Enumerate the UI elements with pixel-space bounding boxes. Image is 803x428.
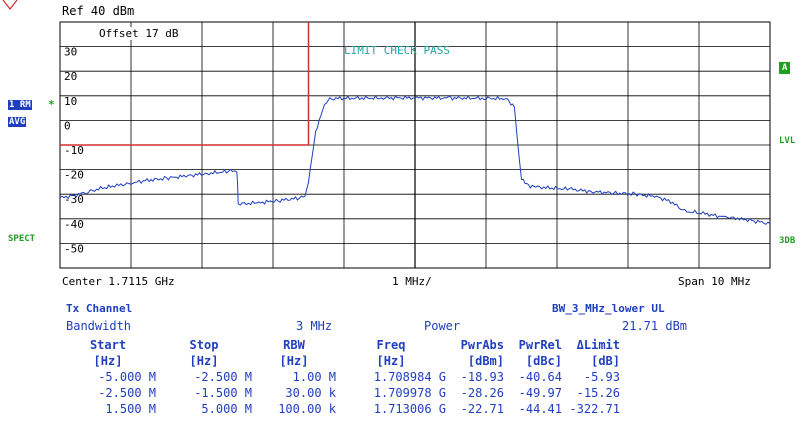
marker-icon bbox=[2, 0, 18, 10]
3db-label: 3DB bbox=[779, 236, 796, 246]
table-row: -5.000 M -2.500 M 1.00 M 1.708984 G -18.… bbox=[60, 369, 620, 385]
spect-label: SPECT bbox=[8, 234, 36, 244]
unit-label: [Hz] bbox=[279, 354, 309, 368]
y-tick-label: 10 bbox=[64, 95, 77, 108]
table-cell: -322.71 bbox=[569, 402, 620, 416]
table-cell: -44.41 bbox=[518, 402, 562, 416]
table-cell: 1.500 M bbox=[105, 402, 156, 416]
center-frequency: Center 1.7115 GHz bbox=[62, 275, 175, 288]
trace-star: * bbox=[48, 98, 55, 111]
column-header: Start bbox=[89, 338, 127, 352]
table-cell: 100.00 k bbox=[278, 402, 336, 416]
table-cell: 1.00 M bbox=[292, 370, 336, 384]
power-value: 21.71 dBm bbox=[622, 319, 688, 333]
offset-label: Offset 17 dB bbox=[97, 27, 181, 40]
limit-check-status: LIMIT CHECK PASS bbox=[344, 44, 450, 57]
y-tick-label: -50 bbox=[64, 242, 84, 255]
spectrum-plot: 30 20 10 0 -10 -20 -30 -40 -50 bbox=[59, 21, 771, 269]
table-units-row: [Hz] [Hz] [Hz] [Hz] [dBm] [dBc] [dB] bbox=[60, 353, 620, 369]
table-cell: -22.71 bbox=[460, 402, 504, 416]
lvl-label: LVL bbox=[779, 136, 796, 146]
trace-a-badge: A bbox=[779, 62, 791, 74]
column-header: Stop bbox=[189, 338, 219, 352]
table-cell: 1.713006 G bbox=[373, 402, 446, 416]
bandwidth-value: 3 MHz bbox=[296, 319, 333, 333]
bandwidth-label: Bandwidth bbox=[66, 319, 132, 333]
limit-line bbox=[60, 22, 310, 146]
standard-name: BW_3_MHz_lower UL bbox=[552, 302, 665, 315]
frequency-per-division: 1 MHz/ bbox=[392, 275, 432, 288]
y-tick-label: 20 bbox=[64, 70, 77, 83]
column-header: RBW bbox=[283, 338, 305, 352]
span: Span 10 MHz bbox=[678, 275, 751, 288]
table-cell: -2.500 M bbox=[98, 386, 156, 400]
power-label: Power bbox=[424, 319, 461, 333]
unit-label: [Hz] bbox=[189, 354, 219, 368]
y-tick-label: -40 bbox=[64, 218, 84, 231]
column-header: PwrRel bbox=[518, 338, 562, 352]
unit-label: [Hz] bbox=[376, 354, 406, 368]
column-header: PwrAbs bbox=[460, 338, 504, 352]
table-cell: -5.000 M bbox=[98, 370, 156, 384]
table-cell: -2.500 M bbox=[194, 370, 252, 384]
ref-level: Ref 40 dBm bbox=[62, 4, 135, 18]
trace-line bbox=[59, 95, 771, 225]
y-tick-label: -30 bbox=[64, 193, 84, 206]
table-header-row: Start Stop RBW Freq PwrAbs PwrRel ΔLimit bbox=[60, 337, 620, 353]
table-cell: -18.93 bbox=[460, 370, 504, 384]
y-tick-label: 30 bbox=[64, 46, 77, 59]
table-cell: 1.709978 G bbox=[373, 386, 446, 400]
unit-label: [dBm] bbox=[467, 354, 504, 368]
table-cell: -5.93 bbox=[583, 370, 620, 384]
table-cell: 5.000 M bbox=[201, 402, 252, 416]
y-tick-label: -20 bbox=[64, 169, 84, 182]
column-header: Freq bbox=[376, 338, 406, 352]
unit-label: [dB] bbox=[591, 354, 620, 368]
table-cell: -28.26 bbox=[460, 386, 504, 400]
unit-label: [dBc] bbox=[525, 354, 562, 368]
table-cell: -49.97 bbox=[518, 386, 562, 400]
unit-label: [Hz] bbox=[93, 354, 123, 368]
trace-label: 1 RM bbox=[8, 100, 32, 110]
table-cell: -1.500 M bbox=[194, 386, 252, 400]
y-tick-labels: 30 20 10 0 -10 -20 -30 -40 -50 bbox=[64, 46, 84, 256]
avg-label: AVG bbox=[8, 117, 27, 127]
grid bbox=[60, 22, 770, 268]
table-cell: -15.26 bbox=[576, 386, 620, 400]
table-row: 1.500 M 5.000 M 100.00 k 1.713006 G -22.… bbox=[60, 401, 620, 417]
y-tick-label: 0 bbox=[64, 119, 71, 132]
table-cell: 1.708984 G bbox=[373, 370, 446, 384]
results-table: Start Stop RBW Freq PwrAbs PwrRel ΔLimit… bbox=[60, 337, 620, 417]
results-title: Tx Channel bbox=[66, 302, 133, 315]
table-cell: 30.00 k bbox=[285, 386, 336, 400]
table-cell: -40.64 bbox=[518, 370, 562, 384]
column-header: ΔLimit bbox=[576, 338, 620, 352]
y-tick-label: -10 bbox=[64, 144, 84, 157]
table-row: -2.500 M -1.500 M 30.00 k 1.709978 G -28… bbox=[60, 385, 620, 401]
